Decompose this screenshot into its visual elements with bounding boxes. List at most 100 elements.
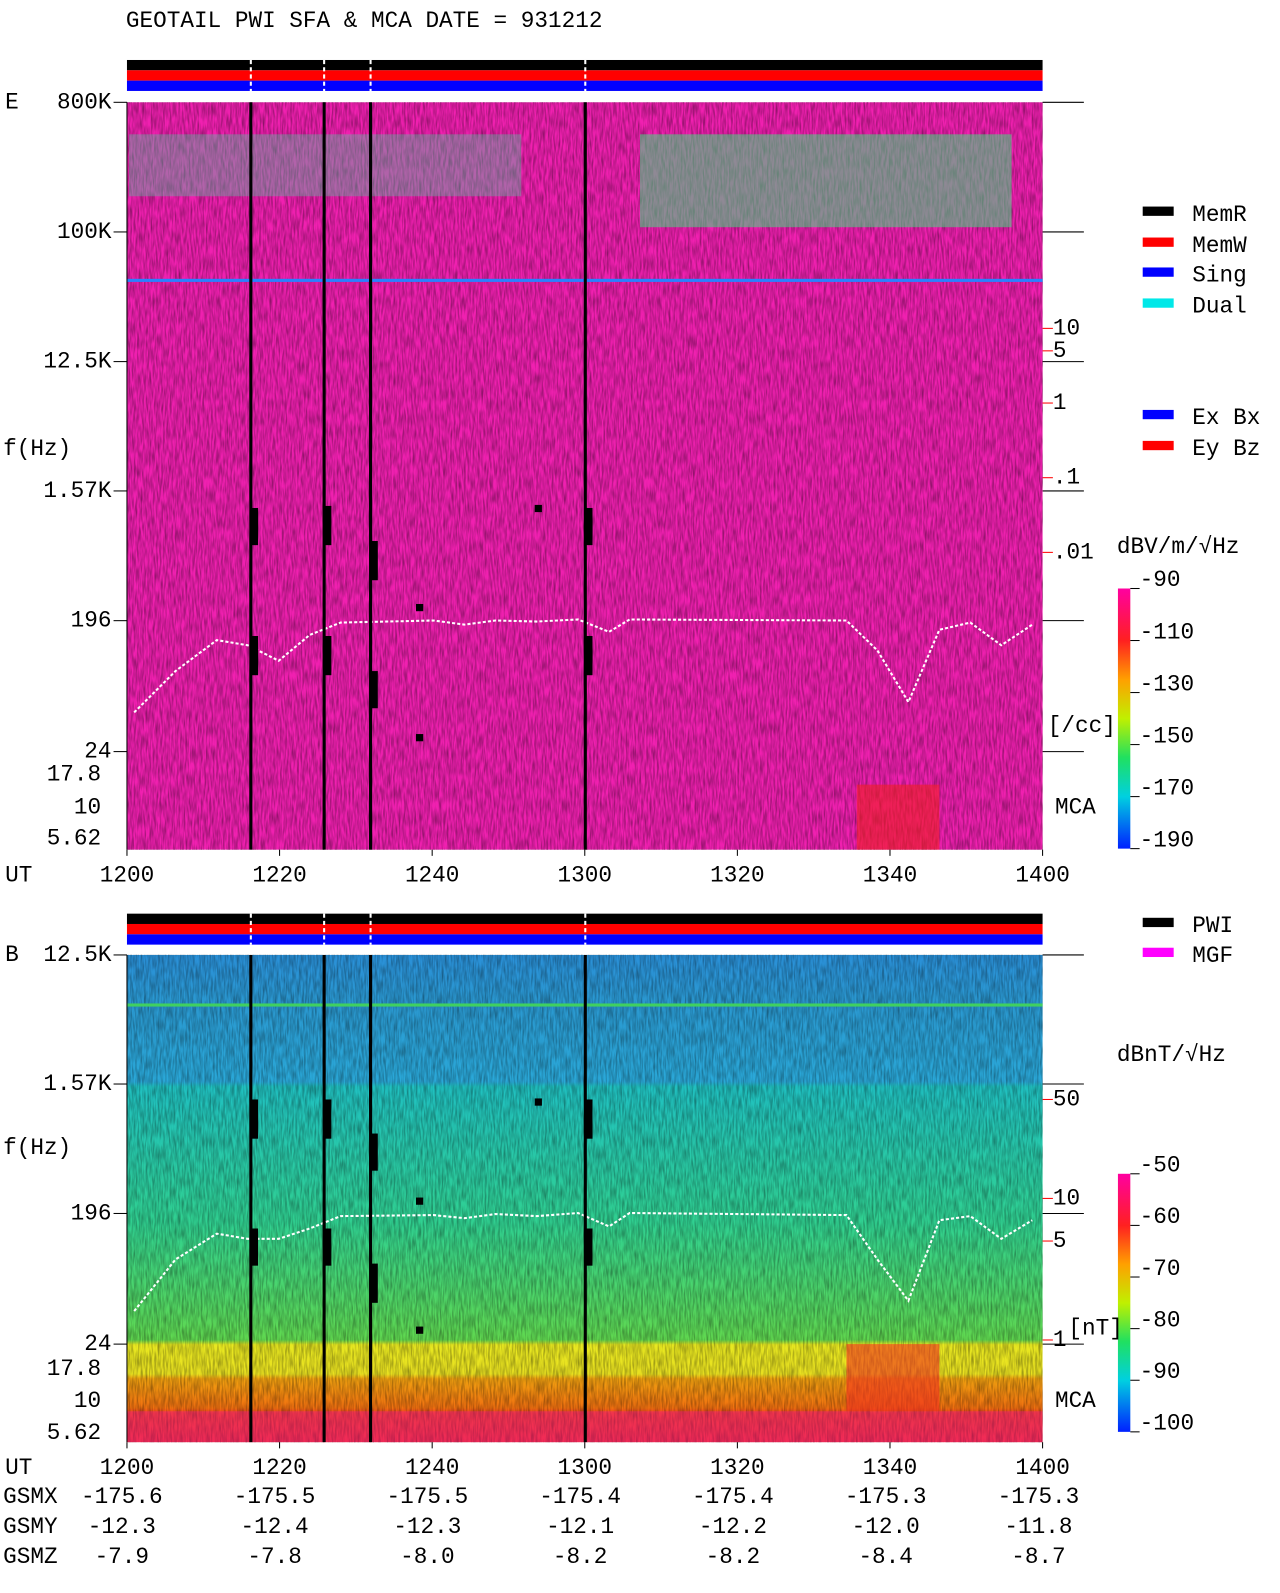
mca-patch: [846, 1344, 940, 1412]
colorbar-tick-label: -70: [1140, 1256, 1181, 1282]
x-tick-label: 1220: [252, 1455, 306, 1481]
mca-tick-label: 10: [74, 1388, 101, 1414]
x-tick-label: 1300: [558, 862, 612, 888]
orbit-value: -8.4: [858, 1544, 912, 1570]
colorbar-tick-label: -110: [1140, 619, 1194, 645]
legend-label: MemR: [1192, 202, 1247, 228]
colorbar: [1117, 588, 1131, 849]
x-tick-label: 1200: [100, 1455, 154, 1481]
y2-tick-label: .01: [1053, 539, 1094, 565]
orbit-value: -7.9: [95, 1544, 149, 1570]
legend-swatch: [1142, 917, 1174, 928]
legend-label: Dual: [1192, 294, 1246, 320]
mca-tick-label: 17.8: [47, 761, 101, 787]
emission: [640, 134, 1012, 228]
orbit-value: -8.2: [553, 1544, 607, 1570]
y-tick-label: 24: [84, 739, 111, 765]
trace: [133, 618, 1033, 714]
legend-label: MemW: [1192, 233, 1247, 259]
x-tick-label: 1340: [863, 862, 917, 888]
orbit-value: -8.0: [400, 1544, 454, 1570]
x-axis-label: UT: [5, 862, 32, 888]
orbit-value: -175.6: [81, 1484, 163, 1510]
colorbar-label: dBnT/√Hz: [1117, 1042, 1226, 1068]
orbit-value: -7.8: [247, 1544, 301, 1570]
y2-tick-label: 1: [1053, 390, 1067, 416]
orbit-value: -12.3: [393, 1514, 461, 1540]
orbit-value: -12.3: [88, 1514, 156, 1540]
y-tick-label: 12.5K: [43, 349, 111, 375]
x-tick-label: 1240: [405, 862, 459, 888]
status-bars: [126, 59, 1043, 945]
y2-tick-label: 10: [1053, 1185, 1080, 1211]
x-tick-label: 1320: [710, 862, 764, 888]
y-tick-label: 196: [71, 608, 112, 634]
data-gaps: [249, 102, 587, 1443]
colorbar-tick-label: -60: [1140, 1204, 1181, 1230]
orbit-value: -175.5: [234, 1484, 316, 1510]
legend-swatch: [1142, 206, 1174, 216]
x-tick-label: 1400: [1015, 862, 1069, 888]
orbit-value: -8.7: [1011, 1544, 1065, 1570]
colorbar-tick-label: -190: [1140, 827, 1194, 853]
y-tick-label: 1.57K: [43, 1071, 111, 1097]
legend-label: Sing: [1192, 263, 1246, 289]
mca-tick-label: 10: [74, 794, 101, 820]
panel-label: B: [5, 942, 19, 968]
legend-swatch: [1142, 298, 1174, 308]
legend-swatch: [1142, 440, 1174, 451]
y-tick-label: 800K: [57, 89, 112, 115]
legend-label: Ey Bz: [1192, 436, 1260, 462]
orbit-value: -175.4: [692, 1484, 774, 1510]
orbit-value: -12.2: [699, 1514, 767, 1540]
mca-label: MCA: [1055, 1388, 1096, 1414]
colorbar-tick-label: -90: [1140, 1359, 1181, 1385]
colorbar-tick-label: -100: [1140, 1411, 1194, 1437]
y2-tick-label: 5: [1053, 338, 1067, 364]
panel-label: E: [5, 89, 19, 115]
x-tick-label: 1400: [1015, 1455, 1069, 1481]
mca-label: MCA: [1055, 794, 1096, 820]
colorbar-label: dBV/m/√Hz: [1117, 534, 1240, 560]
mca-tick-label: 5.62: [47, 1420, 101, 1446]
colorbar-tick-label: -80: [1140, 1307, 1181, 1333]
x-tick-label: 1320: [710, 1455, 764, 1481]
legend-label: Ex Bx: [1192, 405, 1260, 431]
orbit-row-label: GSMX: [3, 1484, 58, 1510]
x-tick-label: 1200: [100, 862, 154, 888]
colorbar-tick-label: -130: [1140, 671, 1194, 697]
y-tick-label: 196: [71, 1200, 112, 1226]
y-axis-label: f(Hz): [3, 436, 71, 462]
y2-tick-label: 1: [1053, 1327, 1067, 1353]
y2-label: [/cc]: [1048, 713, 1116, 739]
orbit-row-label: GSMZ: [3, 1544, 57, 1570]
y-tick-label: 100K: [57, 219, 112, 245]
orbit-value: -8.2: [706, 1544, 760, 1570]
y2-tick-label: 10: [1053, 315, 1080, 341]
y-tick-label: 24: [84, 1331, 111, 1357]
gap-blocks: [249, 504, 593, 1334]
y-tick-label: 12.5K: [43, 942, 111, 968]
mca-tick-label: 17.8: [47, 1356, 101, 1382]
orbit-row-label: GSMY: [3, 1514, 58, 1540]
colorbar-tick-label: -90: [1140, 567, 1181, 593]
orbit-value: -12.4: [241, 1514, 309, 1540]
y-tick-label: 1.57K: [43, 478, 111, 504]
mca-patch: [856, 784, 940, 850]
y2-tick-label: .1: [1053, 465, 1080, 491]
x-axis-label: UT: [5, 1455, 32, 1481]
colorbar-tick-label: -170: [1140, 775, 1194, 801]
y2-tick-label: 5: [1053, 1228, 1067, 1254]
legend-swatch: [1142, 409, 1174, 420]
legend-label: PWI: [1192, 913, 1233, 939]
orbit-value: -12.1: [546, 1514, 614, 1540]
legend-swatch: [1142, 267, 1174, 277]
x-tick-label: 1340: [863, 1455, 917, 1481]
mca-tick-label: 5.62: [47, 825, 101, 851]
colorbar: [1117, 1173, 1131, 1432]
title: GEOTAIL PWI SFA & MCA DATE = 931212: [126, 8, 603, 34]
legend-swatch: [1142, 947, 1174, 958]
colorbar-tick-label: -50: [1140, 1153, 1181, 1179]
legend-label: MGF: [1192, 943, 1233, 969]
